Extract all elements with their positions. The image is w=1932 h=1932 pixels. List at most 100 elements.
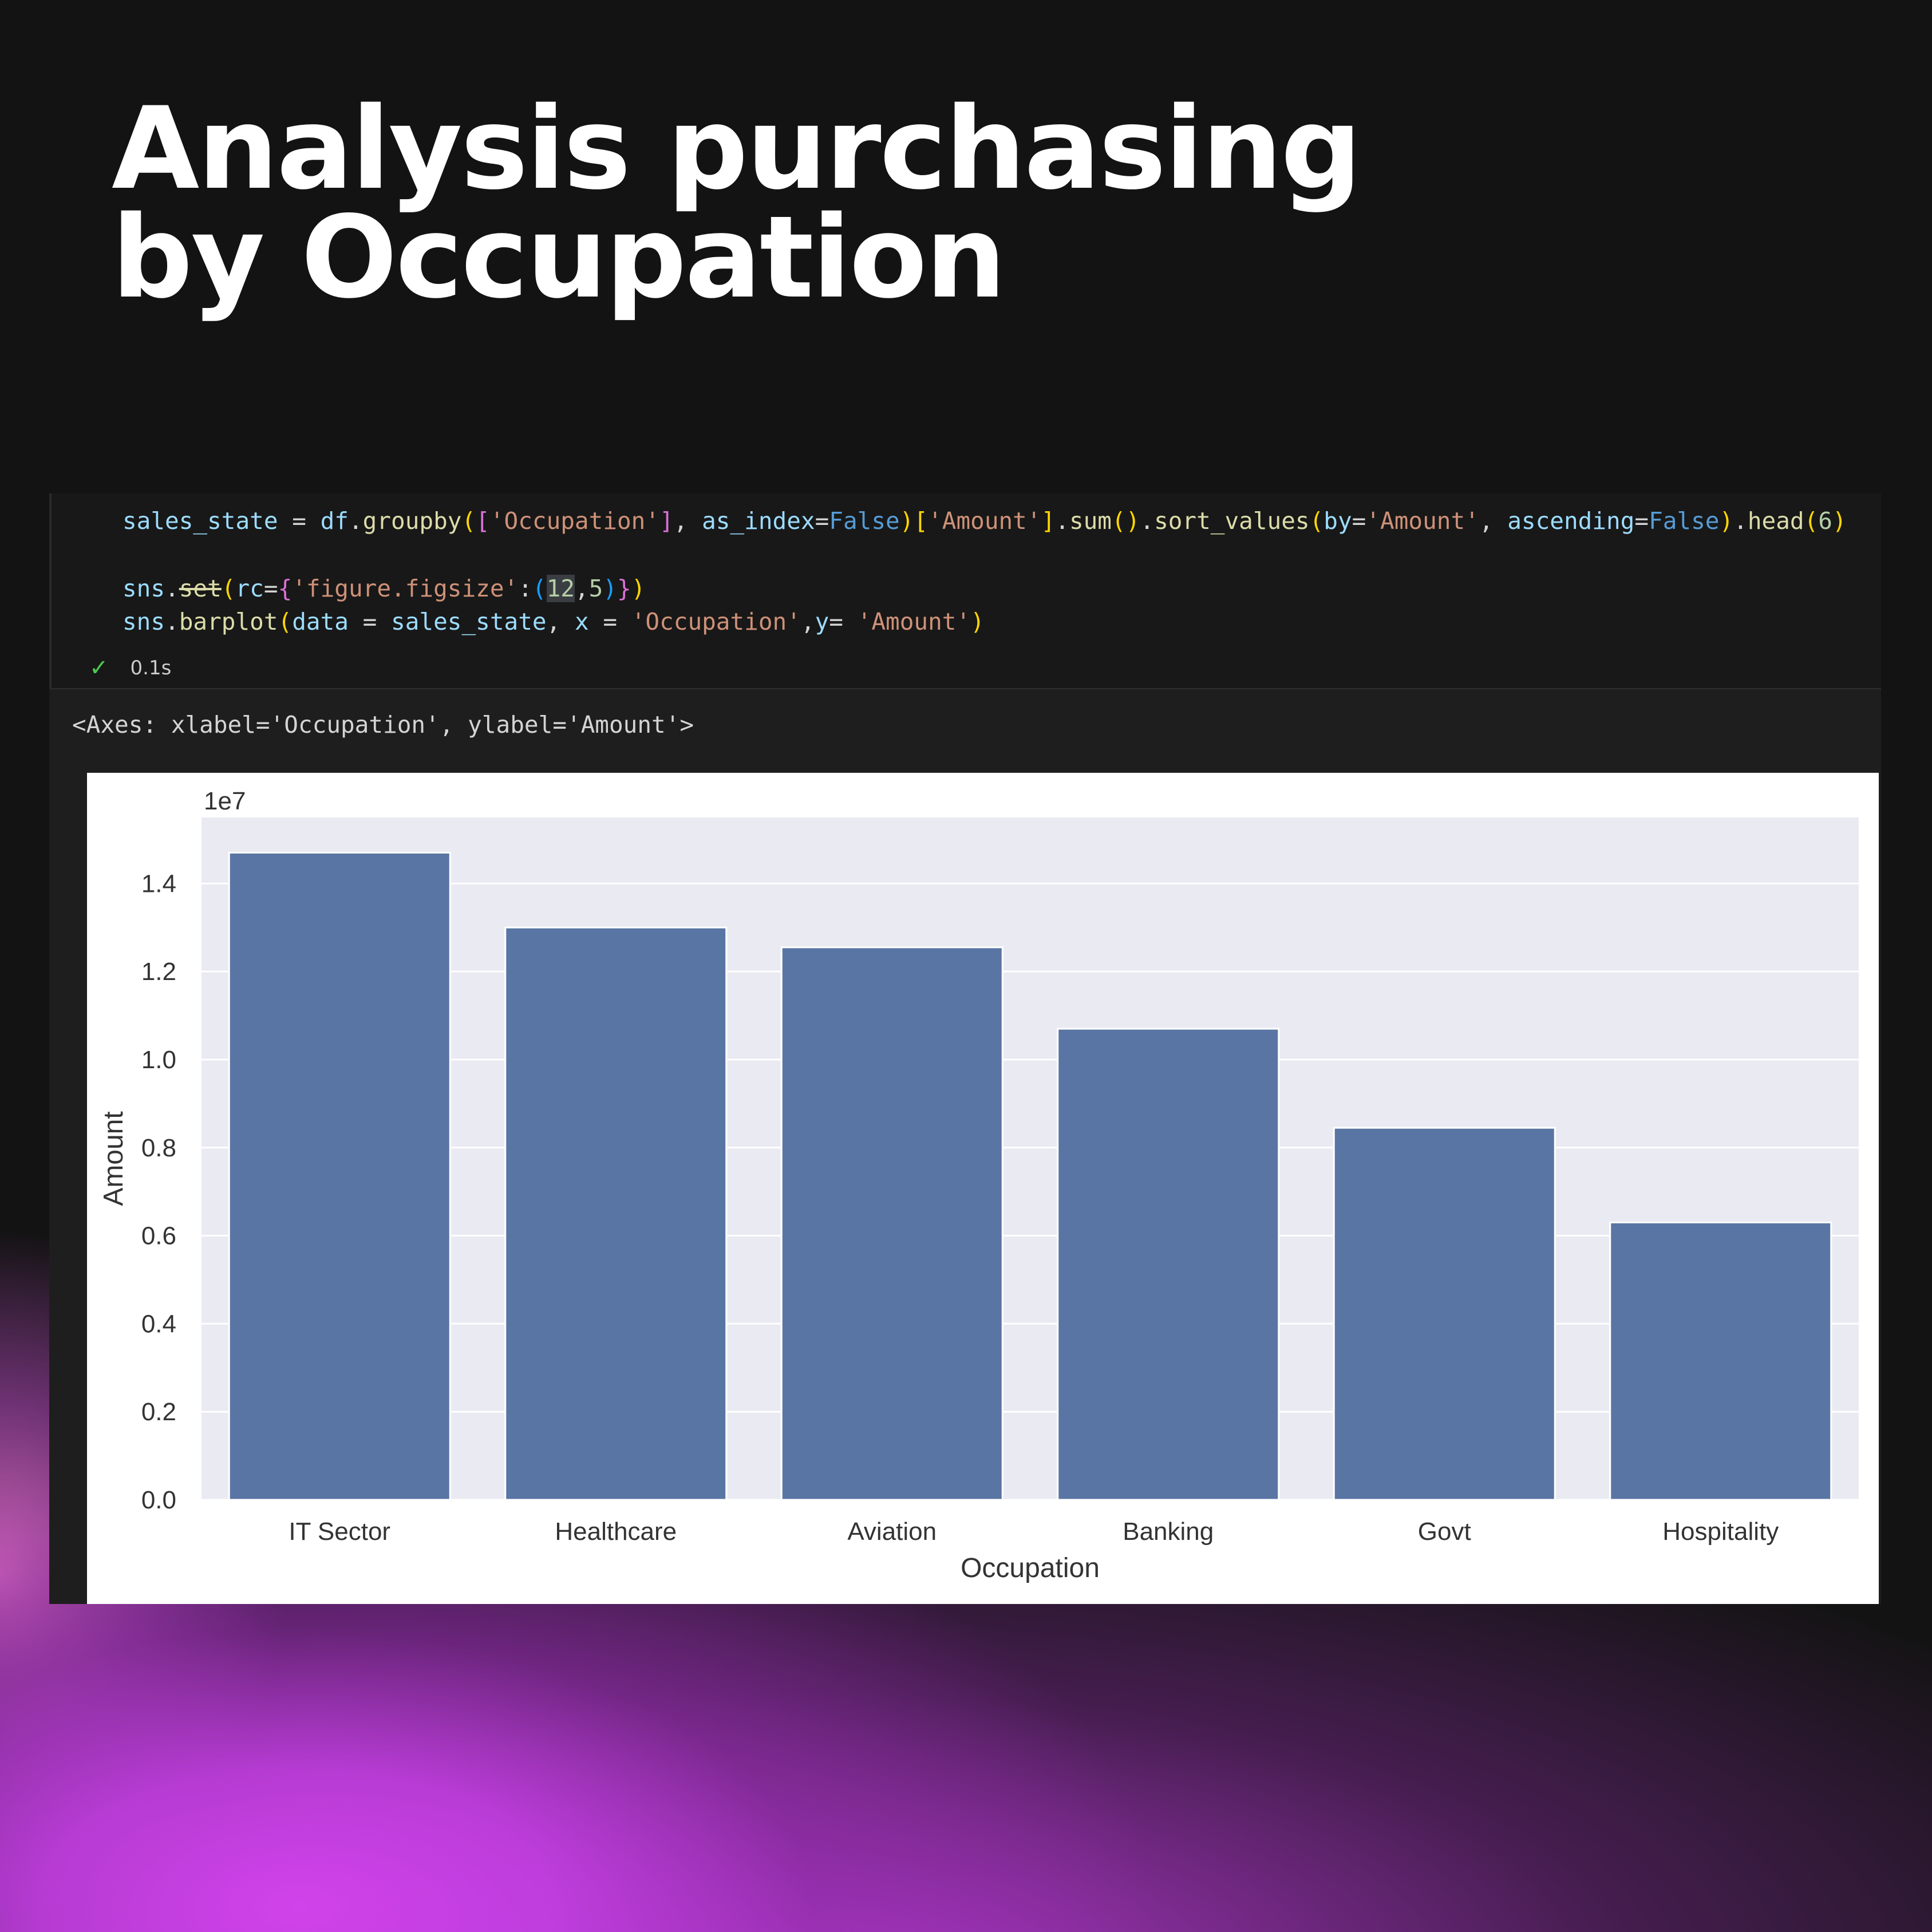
code-token: . xyxy=(348,507,363,535)
y-tick-label: 0.4 xyxy=(141,1310,176,1338)
code-token: [ xyxy=(914,507,929,535)
code-token: sales_state xyxy=(123,507,278,535)
code-token: 6 xyxy=(1818,507,1832,535)
code-token: data xyxy=(292,608,349,635)
title-line-1: Analysis purchasing xyxy=(112,82,1362,215)
code-token: , xyxy=(1479,507,1508,535)
code-token: ( xyxy=(461,507,476,535)
y-tick-label: 0.2 xyxy=(141,1398,176,1426)
code-token: , xyxy=(574,575,589,602)
code-token: x xyxy=(574,608,589,635)
plot-output: 0.0 0.2 0.4 0.6 0.8 1.0 1.2 1.4 IT Sector Healthc… xyxy=(87,773,1879,1604)
code-token: = xyxy=(815,507,829,535)
bar xyxy=(1057,1028,1280,1501)
code-token: 'figure.figsize' xyxy=(292,575,519,602)
code-line-3[interactable]: sns.barplot(data = sales_state, x = 'Occ… xyxy=(123,608,985,635)
code-token: as_index xyxy=(702,507,815,535)
y-tick-label: 0.6 xyxy=(141,1222,176,1250)
x-tick-label: Banking xyxy=(1123,1518,1214,1546)
code-token: = xyxy=(1352,507,1366,535)
code-token: . xyxy=(165,575,179,602)
y-axis-label: Amount xyxy=(98,1111,129,1206)
code-token: ) xyxy=(631,575,646,602)
code-token: ( xyxy=(221,575,236,602)
x-axis-label: Occupation xyxy=(961,1553,1100,1583)
code-token: set xyxy=(179,575,222,602)
code-token: 'Occupation' xyxy=(489,507,660,535)
axis-offset-label: 1e7 xyxy=(204,787,246,815)
execution-time: 0.1s xyxy=(130,657,172,679)
code-token: y xyxy=(815,608,829,635)
bar xyxy=(1333,1127,1556,1501)
code-token: barplot xyxy=(179,608,278,635)
code-token: = xyxy=(278,507,321,535)
code-token: { xyxy=(278,575,293,602)
code-token: by xyxy=(1323,507,1352,535)
code-token: = xyxy=(829,608,858,635)
x-tick-label: Healthcare xyxy=(555,1518,677,1546)
code-token: ) xyxy=(1832,507,1847,535)
code-token: = xyxy=(1634,507,1649,535)
x-tick-label: Hospitality xyxy=(1662,1518,1779,1546)
code-token: . xyxy=(1733,507,1748,535)
code-token: ( xyxy=(532,575,547,602)
code-token: ) xyxy=(970,608,985,635)
code-token: . xyxy=(1055,507,1069,535)
bar-chart: 0.0 0.2 0.4 0.6 0.8 1.0 1.2 1.4 IT Sector Healthc… xyxy=(98,787,1859,1583)
code-token: 'Amount' xyxy=(857,608,971,635)
code-token: , xyxy=(800,608,815,635)
notebook-panel: sales_state = df.groupby(['Occupation'],… xyxy=(49,493,1881,1604)
code-cell[interactable]: sales_state = df.groupby(['Occupation'],… xyxy=(49,493,1881,689)
code-token: sum xyxy=(1069,507,1112,535)
code-token: , xyxy=(546,608,575,635)
bar xyxy=(1609,1222,1832,1501)
code-token: 'Amount' xyxy=(1366,507,1479,535)
code-token: ) xyxy=(1719,507,1734,535)
code-token: ascending xyxy=(1507,507,1635,535)
code-token: } xyxy=(617,575,631,602)
code-token: ] xyxy=(659,507,674,535)
cell-output-text: <Axes: xlabel='Occupation', ylabel='Amou… xyxy=(72,711,694,738)
y-tick-label: 0.0 xyxy=(141,1486,176,1514)
x-tick-label: IT Sector xyxy=(289,1518,390,1546)
code-token: False xyxy=(1649,507,1720,535)
y-tick-label: 1.2 xyxy=(141,958,176,986)
code-token: head xyxy=(1747,507,1804,535)
bar xyxy=(504,926,728,1501)
code-token: = xyxy=(263,575,278,602)
code-line-1[interactable]: sales_state = df.groupby(['Occupation'],… xyxy=(123,507,1847,535)
code-token: ( xyxy=(278,608,293,635)
code-token: 5 xyxy=(588,575,603,602)
code-token: sales_state xyxy=(391,608,547,635)
code-token: sns xyxy=(123,608,165,635)
code-token: . xyxy=(165,608,179,635)
code-line-2[interactable]: sns.set(rc={'figure.figsize':(12,5)}) xyxy=(123,575,645,602)
code-token: 12 xyxy=(546,575,575,602)
code-token: . xyxy=(1140,507,1155,535)
code-token: [ xyxy=(476,507,490,535)
axes-background xyxy=(202,817,1859,1500)
x-tick-label: Aviation xyxy=(847,1518,937,1546)
x-tick-label: Govt xyxy=(1418,1518,1471,1546)
code-token: = xyxy=(588,608,631,635)
code-token: ) xyxy=(899,507,914,535)
code-token: rc xyxy=(235,575,264,602)
code-token: ) xyxy=(603,575,618,602)
code-token: ] xyxy=(1041,507,1056,535)
code-token: () xyxy=(1112,507,1140,535)
code-token: , xyxy=(673,507,702,535)
y-tick-label: 0.8 xyxy=(141,1134,176,1162)
code-token: ( xyxy=(1804,507,1819,535)
execution-status: ✓ 0.1s xyxy=(89,655,171,681)
code-token: df xyxy=(320,507,349,535)
code-token: sort_values xyxy=(1154,507,1310,535)
code-token: = xyxy=(348,608,392,635)
page-title: Analysis purchasing by Occupation xyxy=(112,82,1714,314)
check-icon: ✓ xyxy=(89,655,109,681)
y-tick-label: 1.4 xyxy=(141,870,176,898)
code-token: 'Amount' xyxy=(928,507,1041,535)
y-tick-label: 1.0 xyxy=(141,1046,176,1074)
bar xyxy=(228,852,451,1501)
code-token: 'Occupation' xyxy=(631,608,801,635)
code-token: ( xyxy=(1309,507,1324,535)
